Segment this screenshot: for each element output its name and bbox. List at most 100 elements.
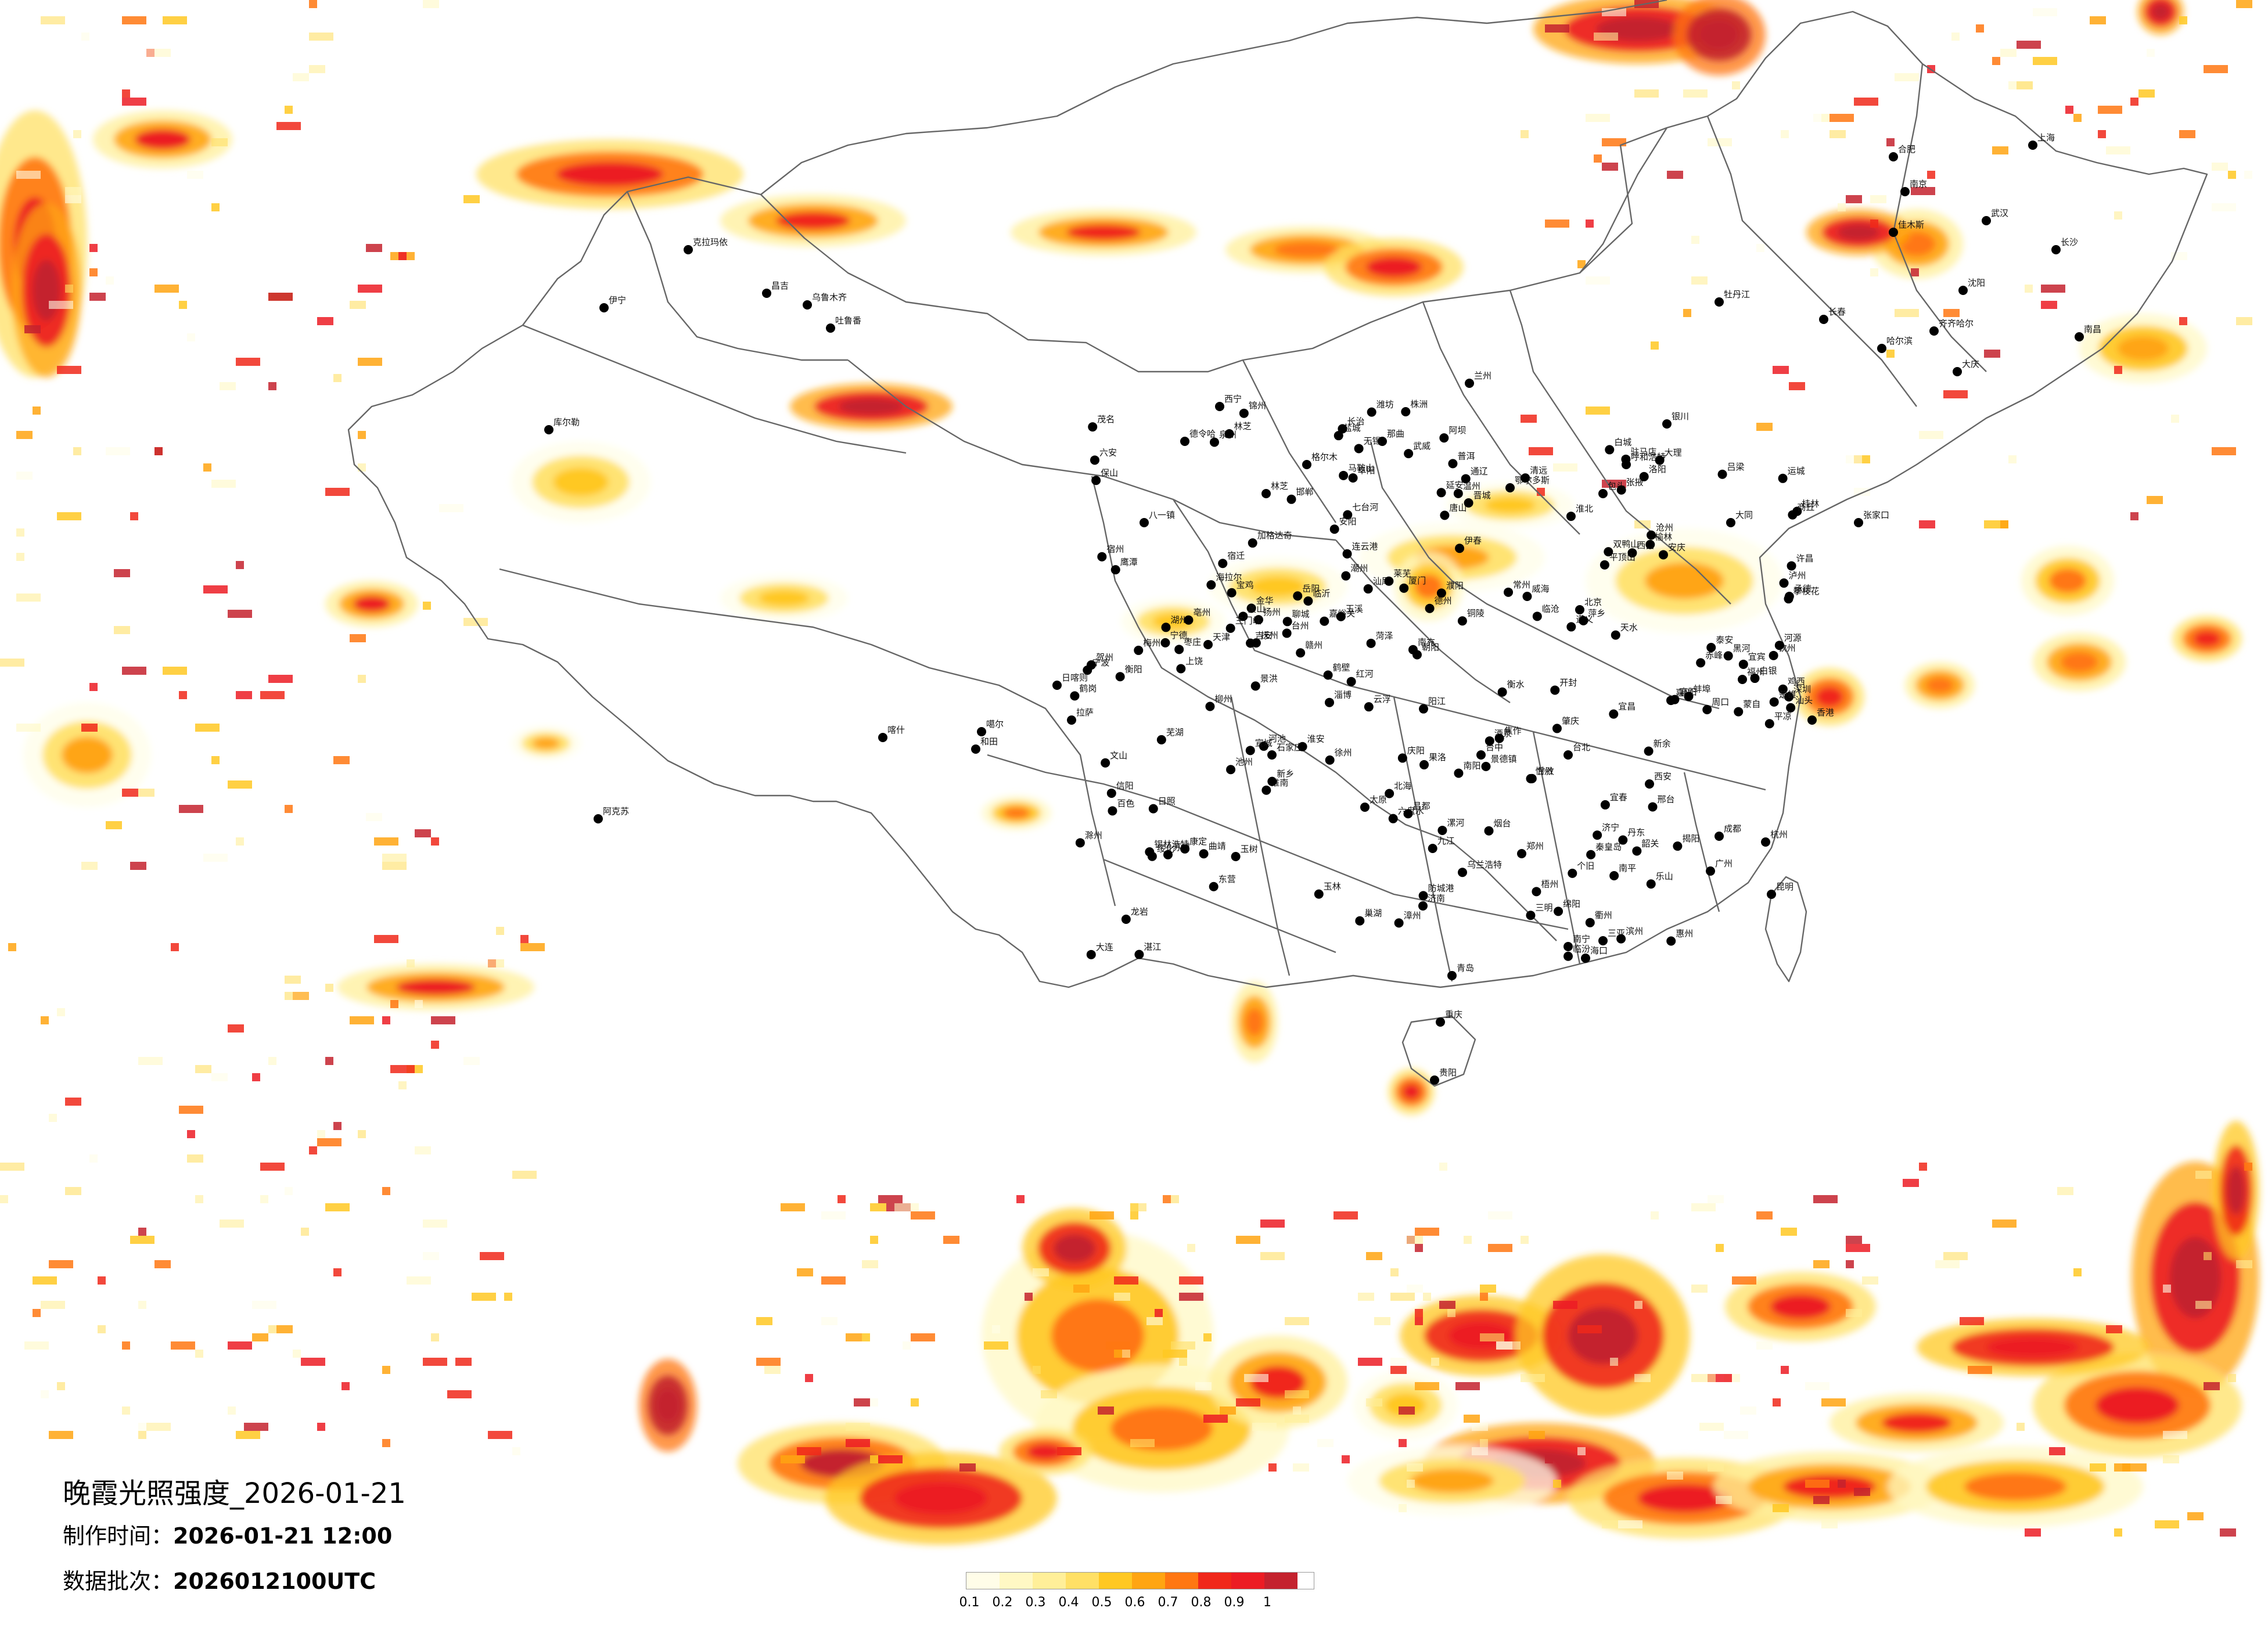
intensity-cell — [244, 1423, 268, 1431]
intensity-cell — [252, 1333, 268, 1341]
intensity-cell — [317, 1423, 325, 1431]
city-label: 延安 — [1446, 480, 1464, 490]
intensity-cell — [2147, 496, 2163, 504]
city-label: 阿坝 — [1448, 425, 1466, 436]
city-dot — [1779, 578, 1789, 588]
intensity-cell — [1838, 203, 1846, 211]
intensity-cell — [2041, 285, 2065, 293]
intensity-cell — [382, 1439, 390, 1447]
intensity-cell — [431, 1041, 439, 1049]
intensity-cell — [1602, 1520, 1618, 1528]
city-dot — [1108, 806, 1117, 816]
city-label: 牡丹江 — [1724, 289, 1750, 300]
city-dot — [762, 289, 771, 298]
intensity-cell — [187, 1130, 195, 1138]
city-label: 上海 — [2037, 132, 2055, 143]
intensity-patch — [656, 1389, 680, 1422]
city-label: 株洲 — [1410, 399, 1428, 409]
intensity-cell — [1586, 114, 1610, 122]
city-label: 石家庄 — [1277, 742, 1303, 753]
intensity-cell — [374, 837, 398, 846]
city-dot — [1254, 615, 1264, 625]
intensity-cell — [65, 195, 81, 203]
city-dot — [1239, 408, 1249, 418]
city-dot — [684, 245, 693, 254]
intensity-cell — [1724, 1431, 1748, 1439]
intensity-cell — [130, 1236, 154, 1244]
city-label: 德令哈 — [1189, 429, 1216, 439]
intensity-cell — [293, 73, 309, 81]
city-dot — [1778, 473, 1788, 483]
city-dot — [1246, 603, 1256, 613]
intensity-cell — [488, 959, 504, 967]
intensity-cell — [2114, 1528, 2122, 1537]
intensity-cell — [260, 691, 285, 699]
intensity-cell — [8, 943, 16, 951]
intensity-patch — [1964, 1472, 2066, 1501]
intensity-cell — [1504, 1341, 1512, 1350]
intensity-cell — [89, 1154, 98, 1163]
legend-tick: 0.4 — [1058, 1595, 1079, 1610]
legend-swatch — [1165, 1573, 1198, 1589]
intensity-cell — [358, 358, 382, 366]
intensity-cell — [16, 593, 41, 602]
intensity-cell — [33, 1276, 57, 1285]
city-label: 北海 — [1394, 780, 1411, 791]
city-label: 萍乡 — [1588, 608, 1605, 618]
intensity-cell — [1586, 220, 1594, 228]
intensity-cell — [1057, 1447, 1081, 1455]
city-label: 无锡 — [1364, 436, 1381, 446]
city-dot — [1339, 470, 1349, 480]
intensity-cell — [1545, 220, 1569, 228]
city-label: 亳州 — [1193, 607, 1210, 618]
city-dot — [1455, 544, 1465, 553]
intensity-cell — [325, 488, 350, 496]
intensity-cell — [1114, 1350, 1122, 1358]
intensity-patch — [1402, 1084, 1421, 1100]
intensity-cell — [57, 512, 81, 520]
city-label: 枣庄 — [1184, 636, 1201, 647]
city-dot — [1658, 550, 1668, 560]
intensity-cell — [382, 862, 407, 870]
intensity-patch — [135, 129, 191, 150]
intensity-cell — [49, 1260, 73, 1268]
intensity-cell — [423, 0, 439, 8]
city-label: 梧州 — [1541, 879, 1558, 889]
city-label: 开封 — [1559, 677, 1577, 688]
city-label: 沈阳 — [1968, 278, 1985, 288]
intensity-cell — [16, 553, 24, 561]
city-label: 阳江 — [1428, 696, 1446, 707]
intensity-cell — [2244, 171, 2252, 179]
city-label: 甘孜 — [1537, 766, 1554, 776]
intensity-cell — [781, 1455, 805, 1463]
intensity-cell — [16, 724, 41, 732]
city-dot — [1761, 837, 1770, 847]
city-dot — [1723, 651, 1733, 661]
city-label: 阜阳 — [1358, 465, 1375, 476]
intensity-cell — [276, 1325, 293, 1333]
city-dot — [544, 425, 553, 434]
intensity-cell — [179, 301, 187, 309]
intensity-cell — [1407, 1480, 1415, 1488]
intensity-cell — [1716, 1244, 1724, 1252]
intensity-cell — [2025, 1528, 2041, 1537]
city-label: 邢台 — [1658, 794, 1675, 804]
city-dot — [1203, 640, 1213, 649]
city-label: 鹰潭 — [1120, 557, 1138, 567]
city-dot — [1738, 659, 1748, 669]
city-label: 景德镇 — [1490, 754, 1516, 764]
city-label: 天水 — [1620, 623, 1638, 633]
city-label: 个旧 — [1577, 861, 1594, 871]
city-dot — [1900, 187, 1910, 196]
city-dot — [1461, 474, 1471, 484]
intensity-cell — [154, 285, 179, 293]
intensity-cell — [1179, 1293, 1203, 1301]
production-time-value: 2026-01-21 12:00 — [173, 1523, 393, 1549]
city-dot — [1134, 645, 1144, 655]
intensity-cell — [1846, 195, 1862, 203]
intensity-patch — [353, 596, 390, 612]
legend-swatch — [1198, 1573, 1231, 1589]
city-label: 济宁 — [1602, 822, 1619, 833]
intensity-cell — [463, 1057, 480, 1065]
intensity-cell — [122, 1406, 130, 1415]
